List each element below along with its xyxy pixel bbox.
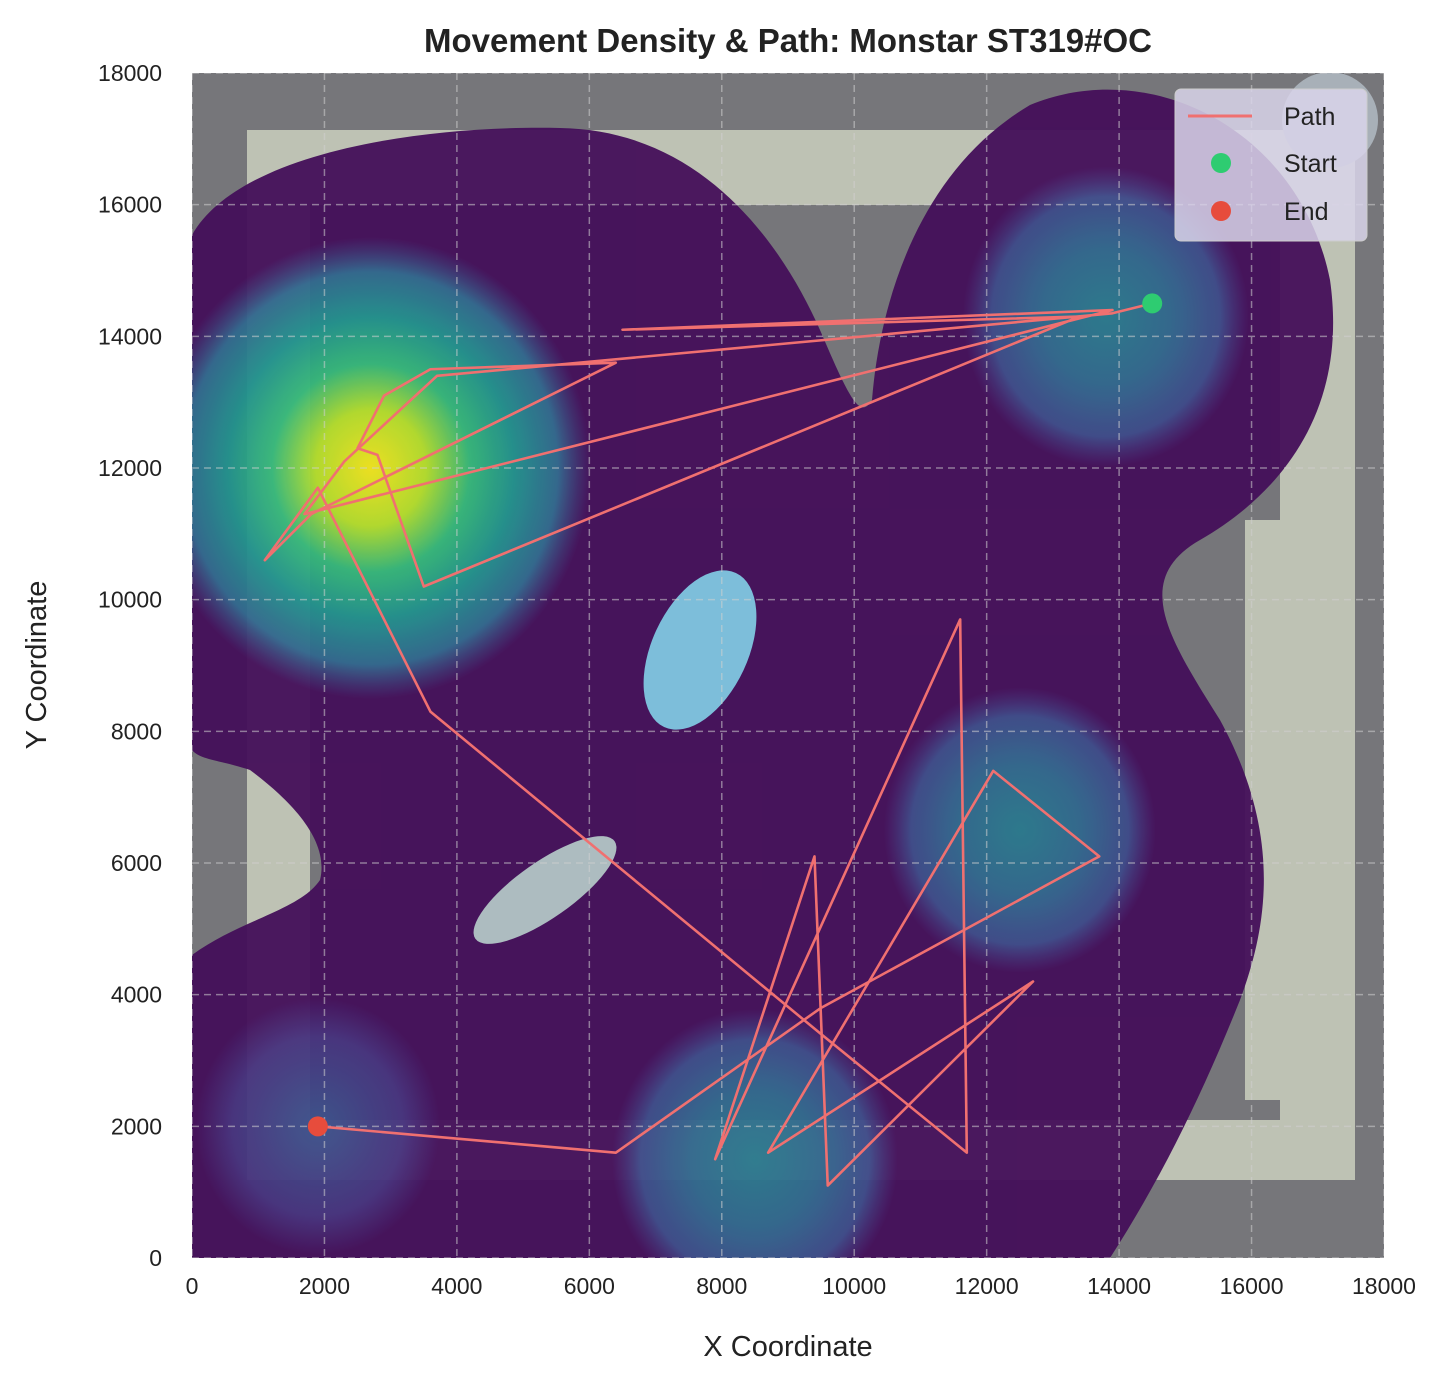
y-tick-label: 6000 [111,850,162,876]
x-tick-label: 8000 [696,1273,747,1299]
x-axis-label: X Coordinate [703,1331,872,1363]
y-tick-label: 0 [149,1245,162,1271]
x-tick-label: 12000 [955,1273,1019,1299]
x-tick-label: 4000 [431,1273,482,1299]
density-peak-4 [883,687,1156,973]
x-tick-label: 2000 [299,1273,350,1299]
y-tick-label: 14000 [98,323,162,349]
x-tick-label: 10000 [822,1273,886,1299]
chart-title: Movement Density & Path: Monstar ST319#O… [424,22,1152,59]
legend-box [1174,88,1368,242]
y-tick-label: 8000 [111,718,162,744]
x-tick-label: 0 [186,1273,199,1299]
y-axis-ticks: 0 2000 4000 6000 8000 10000 12000 14000 16000 180… [98,60,162,1271]
legend-end-swatch [1211,201,1231,221]
y-tick-label: 2000 [111,1113,162,1139]
legend-end-label: End [1284,198,1328,226]
x-tick-label: 14000 [1087,1273,1151,1299]
y-tick-label: 18000 [98,60,162,86]
legend-path-label: Path [1284,103,1335,131]
y-axis-label: Y Coordinate [21,581,53,750]
legend: Path Start End [1174,88,1368,242]
end-marker [307,1116,328,1137]
y-tick-label: 10000 [98,587,162,613]
path-line [263,302,1153,1187]
y-tick-label: 16000 [98,192,162,218]
y-tick-label: 4000 [111,982,162,1008]
start-marker [1142,293,1163,314]
legend-start-label: Start [1284,150,1337,178]
density-peak-3 [611,1009,898,1258]
x-tick-label: 6000 [564,1273,615,1299]
x-axis-ticks: 0 2000 4000 6000 8000 10000 12000 14000 16000 180… [186,1273,1416,1299]
y-tick-label: 12000 [98,455,162,481]
density-hole [643,570,757,730]
legend-start-swatch [1211,153,1231,173]
x-tick-label: 16000 [1220,1273,1284,1299]
density-peak-1 [192,237,591,699]
density-heatmap [192,89,1334,1258]
grid-lines [192,73,1384,1258]
density-peak-2 [962,166,1249,467]
x-tick-label: 18000 [1352,1273,1416,1299]
